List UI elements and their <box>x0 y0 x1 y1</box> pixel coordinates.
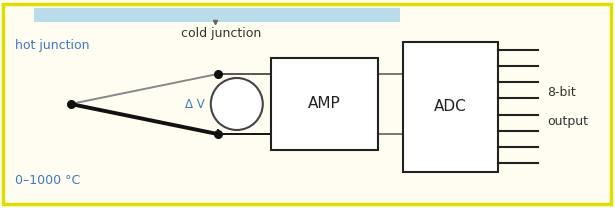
Text: 0–1000 °C: 0–1000 °C <box>15 175 81 187</box>
Text: Δ V: Δ V <box>185 98 205 110</box>
Text: 8-bit: 8-bit <box>547 85 576 99</box>
Bar <box>34 8 400 22</box>
Bar <box>271 58 378 150</box>
Ellipse shape <box>211 78 263 130</box>
Text: output: output <box>547 115 589 128</box>
Text: ADC: ADC <box>434 99 467 114</box>
Text: AMP: AMP <box>308 97 341 111</box>
Bar <box>403 42 498 172</box>
Text: cold junction: cold junction <box>181 27 261 40</box>
Text: hot junction: hot junction <box>15 39 90 52</box>
